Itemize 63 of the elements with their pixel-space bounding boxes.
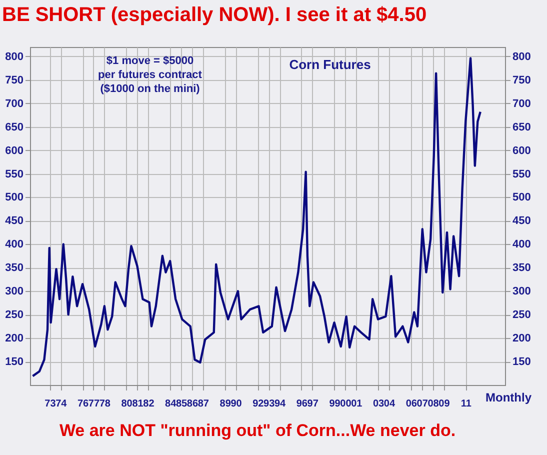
chart-title: BE SHORT (especially NOW). I see it at $4.50 [2, 4, 427, 26]
y2-tick-label: 350 [512, 262, 531, 274]
x-tick-label: 82 [143, 398, 155, 410]
x-tick-label: 76 [77, 398, 90, 410]
x-tick-label: 89 [220, 398, 232, 410]
text: We are NOT "running out" of Corn...We never do. [59, 421, 456, 440]
x-tick-label: 85 [176, 398, 188, 410]
y-tick-label: 200 [5, 332, 24, 345]
y-tick-label: 700 [5, 98, 24, 110]
y2-tick-label: 650 [512, 121, 531, 134]
x-tick-label: 80 [121, 398, 133, 410]
y-tick-label: 400 [5, 238, 24, 251]
text: Corn Futures [289, 57, 371, 72]
y2-tick-label: 200 [512, 332, 531, 345]
x-tick-label: 99 [329, 398, 341, 410]
x-tick-label: 73 [44, 398, 56, 410]
x-tick-label: 11 [460, 398, 472, 410]
x-tick-label: 04 [384, 398, 396, 410]
y-tick-label: 550 [5, 168, 24, 180]
y2-tick-label: 500 [512, 192, 531, 204]
y-tick-label: 750 [5, 74, 24, 86]
x-tick-label: 78 [99, 398, 111, 410]
y-tick-label: 300 [5, 286, 24, 298]
x-tick-label: 90 [230, 398, 242, 410]
annotation: $1 move = $5000 per futures contract ($1000 on the mini) [98, 55, 202, 95]
y2-tick-label: 800 [512, 50, 531, 63]
x-tick-label: 96 [296, 398, 308, 410]
y-tick-label: 650 [5, 121, 24, 134]
x-tick-label: 74 [56, 398, 68, 410]
y-tick-label: 500 [5, 192, 24, 204]
y2-tick-label: 700 [512, 98, 531, 110]
x-axis-title: Monthly [486, 390, 532, 404]
x-tick-label: 07 [416, 398, 428, 410]
x-tick-label: 03 [372, 398, 385, 410]
x-tick-label: 01 [351, 398, 363, 410]
x-tick-label: 84 [165, 398, 177, 410]
x-tick-label: 94 [274, 398, 286, 410]
y-tick-label: 450 [5, 215, 24, 228]
x-tick-label: 00 [340, 398, 352, 410]
x-tick-label: 92 [252, 398, 264, 410]
x-tick-label: 86 [186, 398, 198, 410]
y-tick-label: 800 [5, 50, 24, 63]
x-tick-label: 06 [406, 398, 418, 410]
y2-tick-label: 450 [512, 215, 531, 228]
y2-tick-label: 750 [512, 74, 531, 86]
y2-tick-label: 250 [512, 309, 531, 322]
y2-tick-label: 400 [512, 238, 531, 251]
x-tick-label: 09 [438, 398, 450, 410]
line-series [32, 57, 482, 378]
x-tick-label: 08 [428, 398, 440, 410]
y2-tick-label: 300 [512, 286, 531, 298]
y-tick-label: 350 [5, 262, 24, 274]
x-tick-label: 97 [307, 398, 319, 410]
y2-tick-label: 150 [512, 356, 531, 368]
x-tick-label: 81 [132, 398, 144, 410]
x-tick-label: 77 [88, 398, 100, 410]
y2-tick-label: 550 [512, 168, 531, 180]
x-tick-label: 93 [264, 398, 276, 410]
x-tick-label: 87 [198, 398, 210, 410]
y-tick-label: 250 [5, 309, 24, 322]
y2-tick-label: 600 [512, 144, 531, 157]
y-tick-label: 150 [5, 356, 24, 368]
y-tick-label: 600 [5, 144, 24, 157]
